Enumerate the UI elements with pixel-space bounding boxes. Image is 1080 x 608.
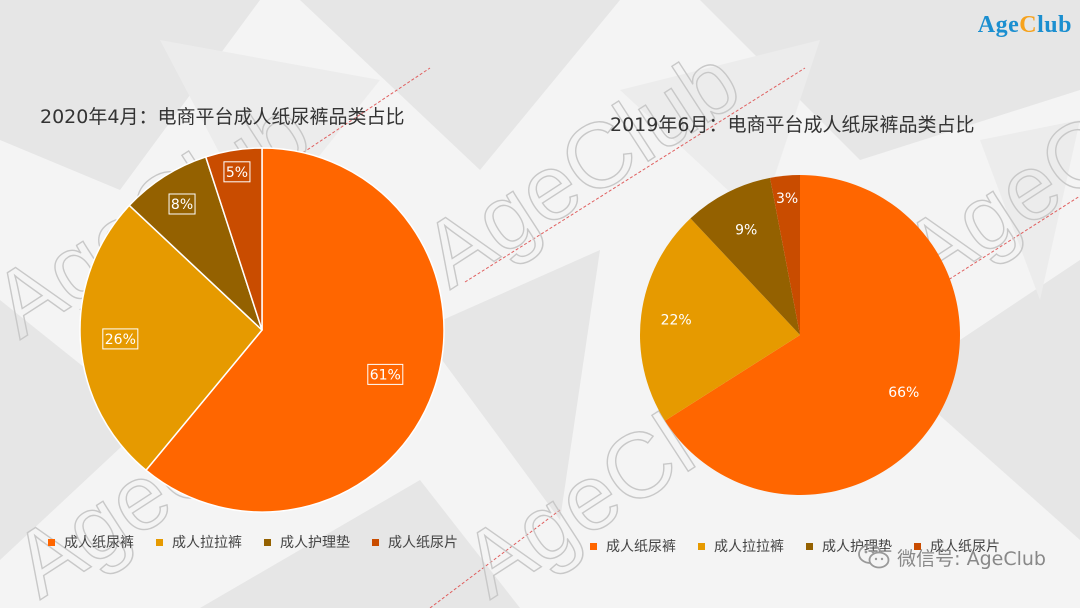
data-label-box — [223, 161, 251, 183]
legend-swatch — [914, 542, 921, 550]
legend-label: 成人纸尿片 — [388, 535, 458, 551]
data-label: 66% — [888, 385, 919, 401]
legend-item: 成人纸尿片 — [372, 532, 458, 552]
decor-line — [429, 509, 561, 608]
legend-label: 成人拉拉裤 — [172, 535, 242, 551]
legend-swatch — [372, 538, 379, 546]
pie-slice-2 — [640, 218, 800, 421]
legend-label: 成人拉拉裤 — [714, 539, 784, 555]
data-label: 26% — [105, 332, 136, 348]
pie-slice-4 — [204, 147, 263, 331]
pie-slice-2 — [79, 204, 264, 472]
legend-swatch — [806, 542, 813, 550]
pie-slice-3 — [690, 177, 800, 335]
legend-swatch — [156, 538, 163, 546]
data-label: 9% — [735, 223, 757, 239]
ageclub-logo: AgeClub — [978, 12, 1072, 39]
logo-part: lub — [1037, 12, 1072, 38]
data-label-box — [367, 363, 404, 385]
decor-line — [294, 67, 431, 159]
data-label: 22% — [661, 312, 692, 328]
legend-swatch — [264, 538, 271, 546]
pie-slice-1 — [144, 147, 445, 513]
legend-label: 成人护理垫 — [822, 539, 892, 555]
data-label: 3% — [776, 191, 798, 207]
legend-item: 成人护理垫 — [806, 536, 892, 556]
pie-slice-1 — [664, 175, 960, 495]
legend-label: 成人纸尿裤 — [606, 539, 676, 555]
data-label-box — [168, 193, 196, 215]
legend-swatch — [698, 542, 705, 550]
decor-line — [464, 67, 806, 283]
legend-item: 成人纸尿片 — [914, 536, 1000, 556]
decor-line — [944, 195, 1080, 283]
data-label: 5% — [226, 165, 248, 181]
chart-title-2019: 2019年6月：电商平台成人纸尿裤品类占比 — [610, 114, 975, 136]
legend-2019: 成人纸尿裤 成人拉拉裤 成人护理垫 成人纸尿片 — [590, 536, 1022, 556]
legend-item: 成人纸尿裤 — [48, 532, 134, 552]
legend-swatch — [48, 538, 55, 546]
data-label: 61% — [370, 367, 401, 383]
data-label: 8% — [171, 197, 193, 213]
wechat-icon — [858, 544, 890, 569]
wechat-label: 微信号: AgeClub — [897, 547, 1046, 570]
legend-item: 成人纸尿裤 — [590, 536, 676, 556]
legend-item: 成人拉拉裤 — [698, 536, 784, 556]
logo-part: Age — [977, 12, 1020, 38]
pie-slice-4 — [770, 175, 800, 335]
legend-label: 成人纸尿片 — [930, 539, 1000, 555]
pie-slice-3 — [128, 155, 263, 331]
legend-item: 成人护理垫 — [264, 532, 350, 552]
legend-item: 成人拉拉裤 — [156, 532, 242, 552]
legend-swatch — [590, 542, 597, 550]
legend-label: 成人纸尿裤 — [64, 535, 134, 551]
logo-part: C — [1019, 12, 1038, 38]
legend-2020: 成人纸尿裤 成人拉拉裤 成人护理垫 成人纸尿片 — [48, 532, 480, 552]
legend-label: 成人护理垫 — [280, 535, 350, 551]
chart-title-2020: 2020年4月：电商平台成人纸尿裤品类占比 — [40, 106, 405, 128]
wechat-account: 微信号: AgeClub — [857, 542, 1046, 572]
data-label-box — [102, 328, 139, 350]
